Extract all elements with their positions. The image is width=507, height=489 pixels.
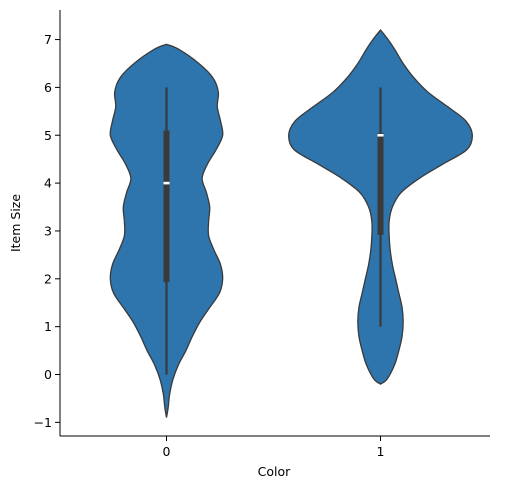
y-tick-label: 6 — [44, 80, 52, 95]
iqr-box-1 — [377, 132, 384, 235]
y-tick-label: 0 — [44, 367, 52, 382]
y-ticks: −1 0 1 2 3 4 5 6 7 — [34, 32, 60, 430]
y-tick-label: 5 — [44, 128, 52, 143]
x-tick-label: 0 — [163, 444, 171, 459]
y-axis-title: Item Size — [8, 194, 23, 252]
median-marker-1 — [377, 133, 384, 137]
median-marker-0 — [163, 181, 170, 185]
y-tick-label: 3 — [44, 223, 52, 238]
x-axis-title: Color — [258, 464, 291, 479]
x-tick-label: 1 — [377, 444, 385, 459]
y-tick-label: 7 — [44, 32, 52, 47]
iqr-box-0 — [163, 130, 170, 283]
y-tick-label: 4 — [44, 176, 52, 191]
y-tick-label: 2 — [44, 271, 52, 286]
y-tick-label: −1 — [34, 415, 52, 430]
y-tick-label: 1 — [44, 319, 52, 334]
boxplot-layer — [163, 87, 384, 375]
